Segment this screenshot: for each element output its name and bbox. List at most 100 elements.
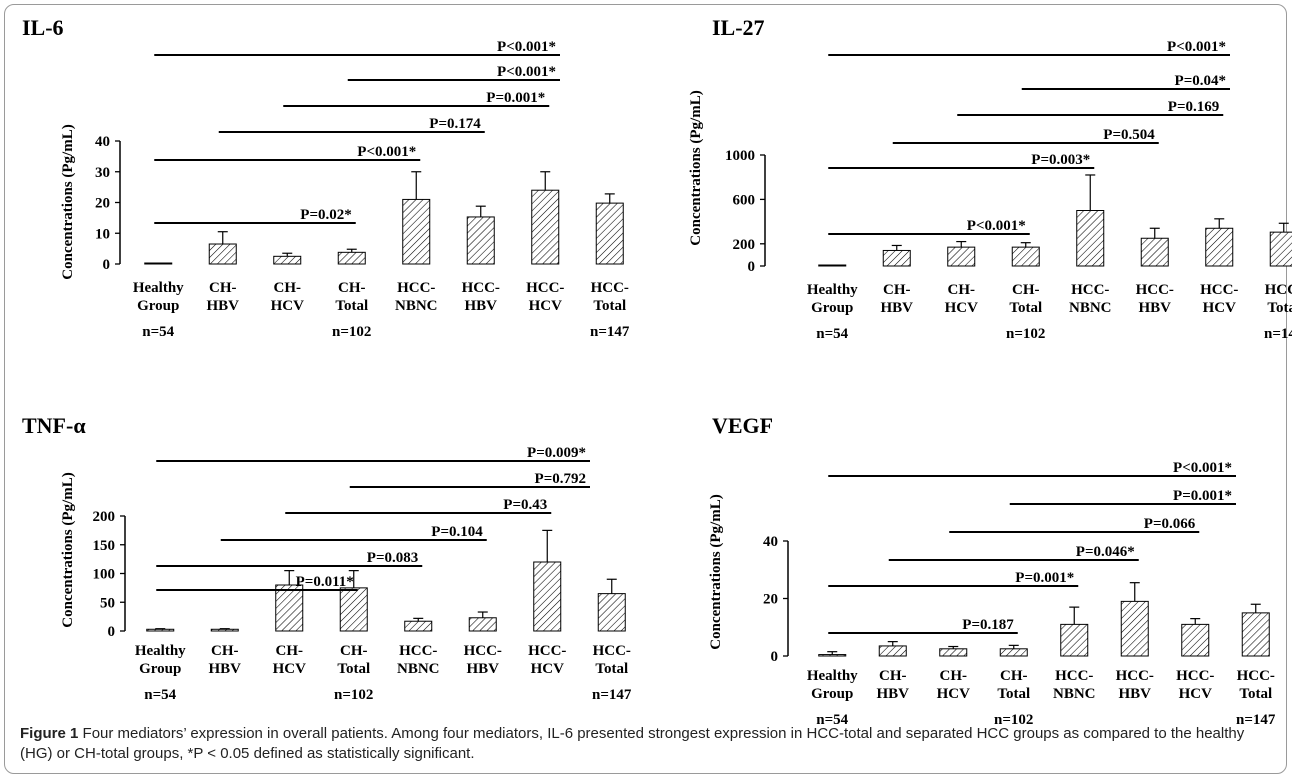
y-tick-label: 30: [95, 165, 110, 181]
category-label: CH-: [211, 643, 239, 659]
category-label: HCC-: [1136, 282, 1174, 298]
p-value-label: P=0.009*: [527, 445, 586, 461]
bar: [468, 617, 497, 632]
caption-text: Four mediators’ expression in overall pa…: [20, 725, 1245, 762]
category-label: HCC-: [1265, 282, 1292, 298]
y-tick-label: 200: [733, 237, 756, 253]
category-label: HCC-: [591, 280, 629, 296]
bar: [1205, 227, 1234, 267]
chart-il-6: IL-6 0 10 20 30 40 Concentrations (Pg/mL) Healt…: [22, 15, 630, 340]
category-label: CH-: [948, 282, 976, 298]
y-tick-label: 10: [95, 226, 110, 242]
category-label: HCC-: [1200, 282, 1238, 298]
n-label: n=147: [590, 324, 630, 340]
chart-tnf-: TNF-α 0 50 100 150 200 Concentrations (Pg/mL) H…: [22, 413, 632, 703]
category-label: HCC-: [397, 280, 435, 296]
n-label: n=102: [994, 712, 1033, 728]
bar: [466, 216, 495, 265]
category-label: HCC-: [1176, 668, 1214, 684]
n-label: n=54: [816, 326, 848, 342]
bar: [1011, 246, 1040, 267]
category-label: HBV: [208, 661, 241, 677]
bar: [878, 645, 907, 657]
p-value-label: P=0.504: [1103, 127, 1155, 143]
y-tick-label: 40: [95, 134, 110, 150]
category-label: Total: [1009, 300, 1042, 316]
p-value-label: P=0.04*: [1175, 73, 1226, 89]
category-label: CH-: [274, 280, 302, 296]
p-value-label: P=0.046*: [1076, 544, 1135, 560]
category-label: HCC-: [399, 643, 437, 659]
bar: [533, 561, 562, 632]
n-label: n=54: [142, 324, 174, 340]
category-label: HBV: [880, 300, 913, 316]
y-tick-label: 0: [771, 649, 779, 665]
p-value-label: P=0.011*: [296, 574, 354, 590]
y-tick-label: 1000: [725, 148, 755, 164]
category-label: HBV: [876, 686, 909, 702]
bar: [339, 587, 368, 632]
bar: [402, 198, 431, 265]
p-value-label: P=0.02*: [300, 207, 351, 223]
n-label: n=147: [1264, 326, 1292, 342]
bar: [1241, 612, 1270, 657]
category-label: HCV: [271, 298, 305, 314]
bar: [882, 249, 911, 267]
category-label: CH-: [1012, 282, 1040, 298]
p-value-label: P<0.001*: [1173, 460, 1232, 476]
chart-title: IL-6: [22, 15, 64, 40]
bar: [1269, 231, 1292, 267]
category-label: HCV: [529, 298, 563, 314]
bar: [939, 648, 968, 657]
n-label: n=147: [592, 687, 632, 703]
p-value-label: P=0.104: [431, 524, 483, 540]
category-label: HCV: [1179, 686, 1213, 702]
p-value-label: P=0.001*: [1015, 570, 1074, 586]
category-label: Healthy: [807, 282, 858, 298]
category-label: CH-: [209, 280, 237, 296]
bar: [337, 251, 366, 265]
bar: [275, 584, 304, 632]
category-label: HBV: [1118, 686, 1151, 702]
n-label: n=54: [816, 712, 848, 728]
y-tick-label: 600: [733, 192, 756, 208]
bar: [818, 264, 847, 267]
bar: [947, 246, 976, 267]
category-label: CH-: [338, 280, 366, 296]
category-label: HCC-: [462, 280, 500, 296]
category-label: HCC-: [1055, 668, 1093, 684]
p-value-label: P=0.001*: [1173, 488, 1232, 504]
category-label: HBV: [1138, 300, 1171, 316]
category-label: HCC-: [1071, 282, 1109, 298]
category-label: HBV: [464, 298, 497, 314]
bar: [404, 620, 433, 632]
bar: [208, 243, 237, 265]
category-label: CH-: [940, 668, 968, 684]
category-label: Group: [811, 686, 853, 702]
category-label: HCC-: [528, 643, 566, 659]
category-label: Total: [337, 661, 370, 677]
chart-title: VEGF: [712, 413, 773, 438]
category-label: Healthy: [807, 668, 858, 684]
category-label: Total: [1239, 686, 1272, 702]
category-label: CH-: [276, 643, 304, 659]
chart-title: IL-27: [712, 15, 765, 40]
p-value-label: P=0.003*: [1031, 152, 1090, 168]
y-tick-label: 0: [748, 259, 756, 275]
n-label: n=102: [1006, 326, 1045, 342]
category-label: Healthy: [133, 280, 184, 296]
n-label: n=54: [144, 687, 176, 703]
category-label: HCV: [1203, 300, 1237, 316]
category-label: Total: [593, 298, 626, 314]
category-label: HCV: [531, 661, 565, 677]
bar: [818, 654, 847, 657]
category-label: NBNC: [397, 661, 440, 677]
figure-number: Figure 1: [20, 725, 79, 742]
p-value-label: P=0.174: [429, 116, 481, 132]
y-axis-label: Concentrations (Pg/mL): [688, 90, 704, 245]
category-label: HCV: [937, 686, 971, 702]
p-value-label: P<0.001*: [497, 64, 556, 80]
y-tick-label: 20: [763, 592, 778, 608]
y-tick-label: 0: [103, 257, 111, 273]
p-value-label: P<0.001*: [497, 39, 556, 55]
